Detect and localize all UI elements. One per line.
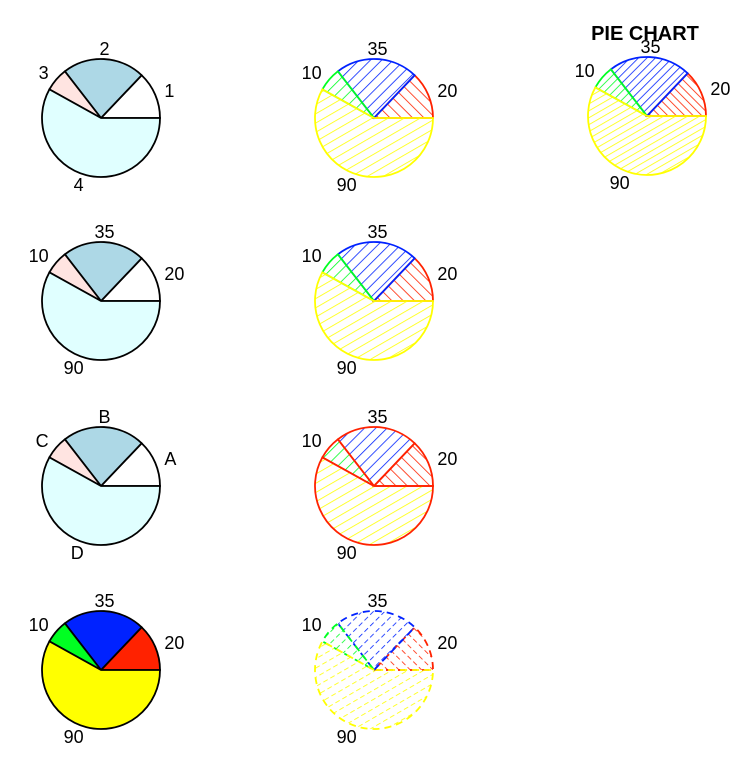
pie-slice-3 [321,622,375,671]
slice-label: 90 [337,358,357,378]
pie-slice-4 [41,88,161,178]
pie-chart-9: 20 35 10 90 [302,591,458,747]
slice-label: 10 [302,246,322,266]
pie-chart-7: 20 35 10 90 [302,407,458,563]
pie-slice-4 [587,86,707,176]
pie-slice-2 [63,610,143,672]
pie-slice-4 [41,640,161,730]
slice-label: 20 [437,633,457,653]
slice-label: 20 [437,449,457,469]
slice-label: 10 [29,615,49,635]
slice-label: 10 [575,61,595,81]
slice-label: 10 [302,615,322,635]
pie-chart-2: 20 35 10 90 [302,39,458,195]
slice-label: 10 [302,63,322,83]
pie-slice-1 [371,625,434,671]
chart-title: PIE CHART [591,23,699,45]
pie-slice-4 [41,456,161,546]
slice-label: C [36,431,49,451]
pie-chart-5: 20 35 10 90 [302,222,458,378]
pie-slice-4 [314,271,434,361]
slice-label: D [71,543,84,563]
slice-label: 90 [337,543,357,563]
pie-chart-1: 1 2 3 4 [39,39,175,195]
slice-label: 3 [39,63,49,83]
slice-label: 2 [99,39,109,59]
slice-label: 20 [437,264,457,284]
slice-label: 35 [367,591,387,611]
slice-label: 10 [29,246,49,266]
slice-label: 90 [64,358,84,378]
pie-slice-2 [609,56,689,118]
pie-slice-4 [314,88,434,178]
slice-label: 35 [94,222,114,242]
slice-label: 10 [302,431,322,451]
slice-label: 35 [367,407,387,427]
pie-slice-4 [314,640,434,730]
pie-slice-2 [63,58,143,120]
slice-label: 4 [74,175,84,195]
slice-label: 1 [164,81,174,101]
slice-label: 90 [337,175,357,195]
slice-label: 20 [164,264,184,284]
slice-label: 35 [640,37,660,57]
slice-label: 90 [337,727,357,747]
pie-slice-2 [336,426,416,488]
slice-label: 35 [367,222,387,242]
slice-label: 20 [437,81,457,101]
slice-label: 35 [94,591,114,611]
pie-slice-2 [336,58,416,120]
pie-charts-group: 1 2 3 4 20 35 10 90 20 35 10 90 20 35 10 90 20 35 10 90 A B C D… [29,37,731,747]
pie-slice-2 [336,610,416,672]
slice-label: 35 [367,39,387,59]
pie-slice-2 [336,241,416,303]
slice-label: 20 [164,633,184,653]
slice-label: 90 [64,727,84,747]
pie-chart-4: 20 35 10 90 [29,222,185,378]
slice-label: B [98,407,110,427]
pie-chart-3: 20 35 10 90 [575,37,731,193]
pie-chart-6: A B C D [36,407,177,563]
pie-slice-4 [41,271,161,361]
pie-chart-8: 20 35 10 90 [29,591,185,747]
pie-slice-4 [314,456,434,546]
slice-label: 90 [610,173,630,193]
slice-label: 20 [710,79,730,99]
pie-slice-2 [63,241,143,303]
slice-label: A [164,449,176,469]
pie-slice-2 [63,426,143,488]
